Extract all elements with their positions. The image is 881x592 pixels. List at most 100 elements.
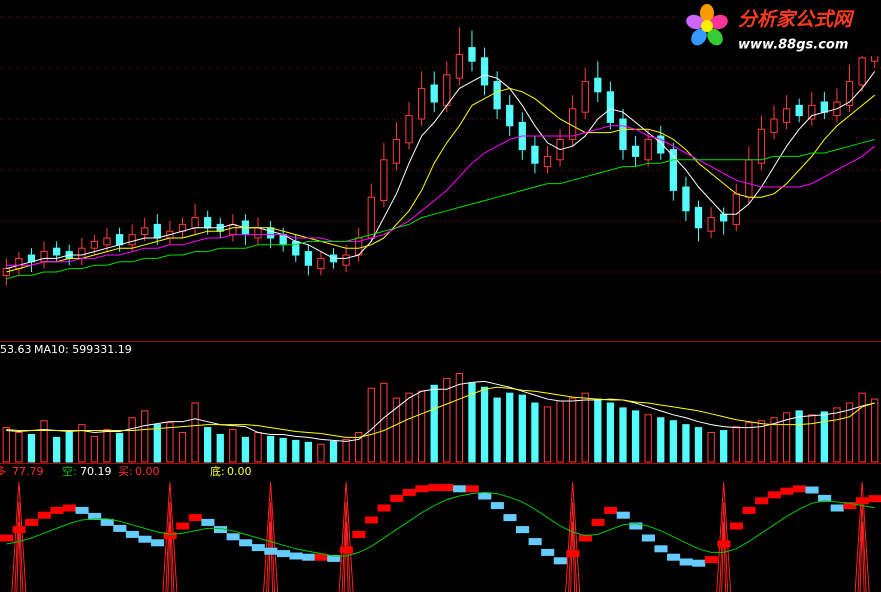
candle-body [153, 223, 161, 239]
volume-bar [128, 417, 136, 463]
step-block [163, 532, 177, 540]
step-block [213, 526, 228, 534]
candle-body [417, 87, 426, 120]
volume-bar [304, 441, 312, 463]
step-block [188, 514, 202, 522]
volume-bar [153, 424, 161, 463]
step-block [100, 518, 114, 526]
candle-body [115, 234, 124, 246]
volume-bar [342, 438, 350, 463]
step-block [50, 506, 64, 514]
logo-url: www.88gs.com [738, 38, 848, 53]
buy-signal [338, 481, 354, 592]
volume-bar [493, 397, 501, 463]
volume-bar [443, 377, 451, 463]
readout-label: 买: [118, 465, 133, 478]
moving-average-line [6, 125, 876, 266]
step-block [742, 506, 756, 514]
candle-body [380, 159, 388, 202]
indicator-line [6, 491, 875, 557]
volume-bar [833, 407, 841, 463]
step-block [113, 524, 127, 532]
candle-body [606, 91, 615, 123]
candle-body [292, 240, 300, 256]
step-block [541, 548, 555, 556]
volume-bar [27, 433, 36, 463]
volume-bar [468, 382, 476, 463]
volume-bar [292, 439, 300, 463]
volume-bar [367, 387, 375, 463]
step-block [276, 550, 290, 558]
buy-signal [263, 481, 279, 592]
candle-body [90, 240, 99, 249]
volume-bar [2, 427, 10, 463]
volume-bar [845, 402, 854, 463]
candle-body [52, 247, 61, 256]
volume-bar [166, 422, 174, 463]
step-block [704, 556, 718, 564]
volume-bar [40, 420, 48, 463]
volume-bar [694, 427, 703, 463]
volume-bar [392, 397, 401, 463]
step-block [402, 488, 416, 496]
step-block [427, 484, 441, 492]
volume-bar [594, 398, 602, 463]
step-block [818, 494, 832, 502]
step-block [88, 512, 102, 520]
moving-average-line [6, 138, 875, 280]
step-block [780, 487, 794, 495]
volume-bar [380, 382, 388, 463]
candle-body [757, 128, 766, 164]
step-block [767, 491, 781, 499]
volume-bar [266, 435, 275, 463]
volume-bar [78, 424, 86, 463]
step-block [302, 553, 316, 561]
step-block [641, 534, 655, 542]
candle-body [745, 159, 753, 198]
step-block [465, 485, 479, 493]
step-block [553, 557, 567, 565]
step-block [830, 504, 844, 512]
volume-bar [543, 406, 552, 463]
step-block [226, 533, 240, 541]
legend-label: 多 [0, 464, 6, 478]
candle-body [204, 217, 212, 229]
volume-average-line [6, 380, 875, 442]
volume-bar [141, 410, 149, 463]
step-block [251, 544, 265, 552]
candle-body [392, 138, 401, 164]
step-block [327, 554, 341, 562]
candle-body [317, 257, 325, 270]
step-block [616, 511, 630, 519]
candle-body [858, 57, 866, 86]
legend-value: 70.19 [80, 465, 112, 478]
volume-bar [518, 394, 526, 463]
step-block [478, 492, 492, 500]
volume-bar [455, 373, 464, 463]
volume-bar [241, 436, 250, 463]
candle-body [543, 155, 552, 168]
candle-body [795, 104, 803, 117]
step-block [805, 486, 819, 494]
volume-bar [657, 417, 665, 463]
volume-bar [417, 390, 426, 463]
candle-body [669, 149, 677, 191]
step-block [377, 504, 391, 512]
candle-body [468, 47, 476, 62]
candle-body [581, 81, 589, 113]
step-block [729, 522, 744, 530]
volume-bar [631, 410, 640, 463]
step-block [667, 553, 681, 561]
step-block [717, 540, 731, 548]
readout-value: 0.00 [135, 465, 160, 478]
legend-value: 77.79 [12, 465, 44, 478]
volume-bar [178, 432, 187, 463]
volume-bar [569, 397, 577, 463]
step-block [0, 534, 14, 542]
candle-body [141, 227, 149, 236]
step-block [528, 538, 542, 546]
candle-body [808, 104, 816, 120]
candle-body [845, 81, 854, 106]
candle-body [266, 227, 275, 239]
step-block [125, 530, 139, 538]
